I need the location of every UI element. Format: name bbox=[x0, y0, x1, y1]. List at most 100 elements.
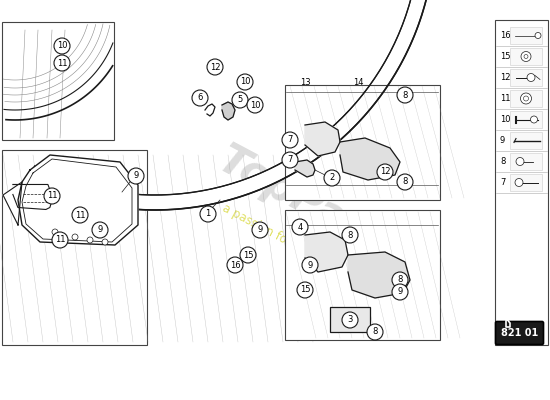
Circle shape bbox=[392, 272, 408, 288]
Text: 10: 10 bbox=[57, 42, 67, 50]
Circle shape bbox=[128, 168, 144, 184]
Text: 1: 1 bbox=[205, 210, 211, 218]
Polygon shape bbox=[295, 160, 315, 177]
Text: 7: 7 bbox=[287, 136, 293, 144]
Text: 8: 8 bbox=[402, 90, 408, 100]
Bar bbox=[510, 27, 542, 44]
FancyBboxPatch shape bbox=[496, 322, 543, 344]
Text: 9: 9 bbox=[500, 136, 505, 145]
Text: 15: 15 bbox=[243, 250, 253, 260]
Circle shape bbox=[237, 74, 253, 90]
Text: 9: 9 bbox=[133, 172, 139, 180]
Text: 8: 8 bbox=[402, 178, 408, 186]
Circle shape bbox=[54, 38, 70, 54]
Text: 12: 12 bbox=[379, 168, 390, 176]
Circle shape bbox=[377, 164, 393, 180]
Bar bbox=[510, 48, 542, 65]
Circle shape bbox=[252, 222, 268, 238]
Text: 10: 10 bbox=[240, 78, 250, 86]
Text: 8: 8 bbox=[500, 157, 505, 166]
Text: 9: 9 bbox=[397, 288, 403, 296]
Text: 10: 10 bbox=[250, 100, 260, 110]
Circle shape bbox=[282, 132, 298, 148]
Circle shape bbox=[72, 234, 78, 240]
Circle shape bbox=[392, 284, 408, 300]
Circle shape bbox=[92, 222, 108, 238]
Text: 7: 7 bbox=[500, 178, 505, 187]
Circle shape bbox=[524, 96, 529, 101]
Circle shape bbox=[207, 59, 223, 75]
Polygon shape bbox=[28, 0, 432, 210]
Text: 2: 2 bbox=[329, 174, 334, 182]
Circle shape bbox=[52, 229, 58, 235]
Bar bbox=[495, 20, 548, 345]
Circle shape bbox=[102, 239, 108, 245]
Circle shape bbox=[531, 116, 537, 123]
Text: 11: 11 bbox=[75, 210, 85, 220]
Polygon shape bbox=[305, 232, 348, 272]
Text: 6: 6 bbox=[197, 94, 203, 102]
Circle shape bbox=[527, 74, 535, 82]
Bar bbox=[510, 174, 542, 191]
Circle shape bbox=[292, 219, 308, 235]
Circle shape bbox=[44, 188, 60, 204]
Circle shape bbox=[520, 93, 531, 104]
Text: 5: 5 bbox=[238, 96, 243, 104]
Circle shape bbox=[324, 170, 340, 186]
Circle shape bbox=[302, 257, 318, 273]
Circle shape bbox=[342, 227, 358, 243]
Circle shape bbox=[192, 90, 208, 106]
Text: 15: 15 bbox=[300, 286, 310, 294]
Text: 13: 13 bbox=[300, 78, 310, 87]
Circle shape bbox=[54, 55, 70, 71]
Polygon shape bbox=[3, 182, 22, 225]
Circle shape bbox=[397, 87, 413, 103]
Circle shape bbox=[232, 92, 248, 108]
Bar bbox=[330, 307, 370, 332]
Polygon shape bbox=[222, 102, 235, 120]
Circle shape bbox=[535, 32, 541, 38]
Polygon shape bbox=[18, 155, 138, 245]
Bar bbox=[510, 111, 542, 128]
Circle shape bbox=[87, 237, 93, 243]
Text: 4: 4 bbox=[298, 222, 302, 232]
Text: 821 01: 821 01 bbox=[501, 328, 538, 338]
Polygon shape bbox=[305, 122, 340, 156]
Text: 12: 12 bbox=[210, 62, 220, 72]
Bar bbox=[510, 153, 542, 170]
Circle shape bbox=[367, 324, 383, 340]
Polygon shape bbox=[28, 166, 40, 202]
Bar bbox=[510, 132, 542, 149]
Text: 9: 9 bbox=[97, 226, 103, 234]
Text: 7: 7 bbox=[287, 156, 293, 164]
Text: 11: 11 bbox=[500, 94, 510, 103]
Text: 10: 10 bbox=[500, 115, 510, 124]
Text: 16: 16 bbox=[230, 260, 240, 270]
Circle shape bbox=[516, 158, 524, 166]
Text: 8: 8 bbox=[372, 328, 378, 336]
Text: 8: 8 bbox=[397, 276, 403, 284]
Circle shape bbox=[521, 52, 531, 62]
Text: 9: 9 bbox=[307, 260, 312, 270]
Bar bbox=[285, 85, 440, 200]
Polygon shape bbox=[13, 184, 53, 210]
Text: 11: 11 bbox=[55, 236, 65, 244]
Circle shape bbox=[282, 152, 298, 168]
Bar bbox=[2, 150, 147, 345]
Text: 8: 8 bbox=[347, 230, 353, 240]
Text: 11: 11 bbox=[57, 58, 67, 68]
Circle shape bbox=[247, 97, 263, 113]
Text: 3: 3 bbox=[347, 316, 353, 324]
Bar bbox=[510, 90, 542, 107]
Text: 14: 14 bbox=[353, 78, 363, 87]
Circle shape bbox=[397, 174, 413, 190]
Polygon shape bbox=[348, 252, 410, 298]
Circle shape bbox=[515, 178, 523, 186]
Text: a passion for parts skivings: a passion for parts skivings bbox=[221, 201, 370, 289]
Text: 9: 9 bbox=[257, 226, 263, 234]
Circle shape bbox=[342, 312, 358, 328]
Circle shape bbox=[297, 282, 313, 298]
Text: 15: 15 bbox=[500, 52, 510, 61]
Bar bbox=[285, 210, 440, 340]
Circle shape bbox=[52, 232, 68, 248]
